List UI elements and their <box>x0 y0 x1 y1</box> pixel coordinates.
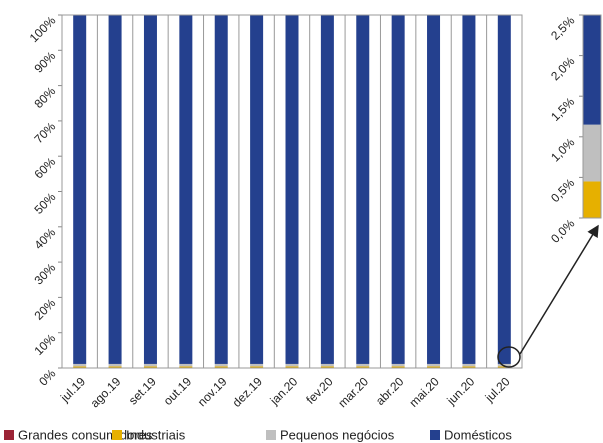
y-tick-label: 0,0% <box>548 216 577 245</box>
y-tick-label: 2,0% <box>548 54 577 83</box>
y-tick-label: 100% <box>27 13 59 45</box>
legend-swatch <box>112 430 122 440</box>
y-tick-label: 30% <box>31 260 58 287</box>
y-tick-label: 80% <box>31 84 58 111</box>
x-tick-label: ago.19 <box>88 374 124 410</box>
bar-segment <box>497 363 511 367</box>
x-tick-label: jul.20 <box>482 374 513 405</box>
zoom-circle <box>497 346 521 368</box>
inset-plot <box>583 15 601 218</box>
main-plot: 0%10%20%30%40%50%60%70%80%90%100%jul.19 a… <box>27 13 523 410</box>
zoom-arrow <box>519 224 599 355</box>
bar-segment <box>462 363 476 367</box>
x-tick-label: dez.19 <box>230 374 266 410</box>
bar-segment <box>250 366 264 368</box>
y-tick-label: 60% <box>31 154 58 181</box>
bar-segment <box>179 363 193 367</box>
bar-segment <box>391 363 405 367</box>
y-tick-label: 0% <box>36 366 58 388</box>
bar-segment <box>179 15 193 364</box>
y-tick-label: 20% <box>31 296 58 323</box>
bar-segment <box>462 15 476 364</box>
bar-segment <box>285 15 299 364</box>
bar-segment <box>108 366 122 368</box>
x-tick-label: abr.20 <box>373 374 407 408</box>
bar-segment <box>143 363 157 367</box>
legend-swatch <box>266 430 276 440</box>
bar-segment <box>214 366 228 368</box>
x-tick-label: jul.19 <box>57 374 88 405</box>
bar-segment <box>73 366 87 368</box>
bar-segment <box>356 363 370 367</box>
x-tick-label: fev.20 <box>303 374 336 407</box>
bar-segment <box>285 363 299 367</box>
x-tick-label: jun.20 <box>444 374 478 408</box>
legend-label: Pequenos negócios <box>280 427 395 442</box>
overlay <box>497 224 599 368</box>
bar-segment <box>320 366 334 368</box>
bar-segment <box>462 366 476 368</box>
y-tick-label: 90% <box>31 49 58 76</box>
bar-segment <box>73 363 87 367</box>
y-tick-label: 50% <box>31 190 58 217</box>
legend-label: Industriais <box>126 427 186 442</box>
bar-segment <box>391 15 405 364</box>
bar-segment <box>391 366 405 368</box>
y-tick-label: 1,5% <box>548 94 577 123</box>
bar-segment <box>108 15 122 364</box>
bar-segment <box>108 363 122 367</box>
y-tick-label: 2,5% <box>548 13 577 42</box>
x-tick-label: jan.20 <box>267 374 301 408</box>
bar-segment <box>427 366 441 368</box>
bar-segment <box>427 15 441 364</box>
x-tick-label: mai.20 <box>407 374 443 410</box>
plot-frame <box>582 14 602 219</box>
x-tick-label: out.19 <box>161 374 195 408</box>
bar-segment <box>143 15 157 364</box>
bar-segment <box>73 15 87 364</box>
plot-frame <box>61 14 523 369</box>
y-tick-label: 0,5% <box>548 176 577 205</box>
y-tick-label: 40% <box>31 225 58 252</box>
legend-swatch <box>4 430 14 440</box>
x-tick-label: set.19 <box>126 374 159 407</box>
bar-segment <box>285 366 299 368</box>
bar-segment <box>427 363 441 367</box>
y-tick-label: 10% <box>31 331 58 358</box>
legend-swatch <box>430 430 440 440</box>
bar-segment <box>497 15 511 364</box>
bar-segment <box>497 366 511 368</box>
bar-segment <box>320 15 334 364</box>
bar-segment <box>250 363 264 367</box>
bar-segment <box>250 15 264 364</box>
legend-label: Domésticos <box>444 427 512 442</box>
x-tick-label: nov.19 <box>195 374 230 409</box>
bar-segment <box>179 366 193 368</box>
bar-segment <box>583 181 601 218</box>
bar-segment <box>143 366 157 368</box>
bar-segment <box>214 15 228 364</box>
bar-segment <box>214 363 228 367</box>
bar-segment <box>320 363 334 367</box>
bar-segment <box>356 366 370 368</box>
bar-segment <box>583 124 601 182</box>
y-tick-label: 1,0% <box>548 135 577 164</box>
bar-segment <box>356 15 370 364</box>
x-tick-label: mar.20 <box>335 374 371 410</box>
y-tick-label: 70% <box>31 119 58 146</box>
bar-segment <box>583 15 601 125</box>
